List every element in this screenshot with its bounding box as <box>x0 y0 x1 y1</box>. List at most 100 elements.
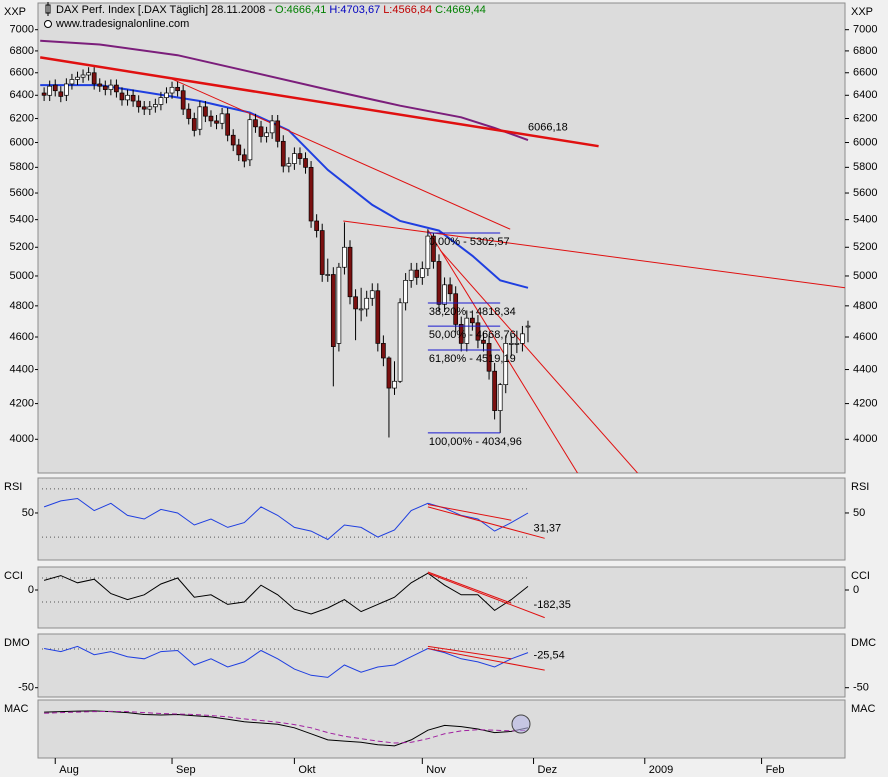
annotation: -182,35 <box>534 599 571 611</box>
fib-label: 0,00% - 5302,57 <box>429 236 510 248</box>
candle-body <box>514 343 520 345</box>
candle-body <box>520 333 525 344</box>
candle-body <box>97 83 103 87</box>
y-tick-label: 5600 <box>10 187 34 199</box>
candle-body <box>386 357 392 389</box>
candle-body <box>353 296 358 310</box>
panel-label-right: RSI <box>851 481 869 493</box>
candle-body <box>408 269 414 281</box>
series-line <box>43 572 529 615</box>
candle-body <box>403 280 408 304</box>
y-tick-label: 6600 <box>10 67 34 79</box>
panel <box>37 699 846 759</box>
y-tick-label-right: 0 <box>853 584 859 596</box>
y-tick-label-right: 4600 <box>853 331 877 343</box>
y-tick-label-right: 5000 <box>853 270 877 282</box>
candle-body <box>503 343 509 386</box>
candle-body <box>197 106 203 130</box>
chart-title: DAX Perf. Index [.DAX Täglich] 28.11.200… <box>56 4 486 16</box>
candle-body <box>191 118 197 131</box>
fib-label: 50,00% - 4668,76 <box>429 329 516 341</box>
y-tick-label-right: 5600 <box>853 187 877 199</box>
candle-body <box>431 235 436 262</box>
y-tick-label-right: 5400 <box>853 214 877 226</box>
y-tick-label-right: 4000 <box>853 433 877 445</box>
candle-body <box>64 83 69 96</box>
candle-body <box>214 120 219 124</box>
y-tick-label: 4200 <box>10 397 34 409</box>
candle-body <box>297 153 303 159</box>
panel-label-right: CCI <box>851 570 870 582</box>
candle-body <box>525 325 531 328</box>
candle-body <box>425 235 431 270</box>
title-text: DAX Perf. Index [.DAX Täglich] 28.11.200… <box>56 4 272 16</box>
series-line <box>343 220 845 289</box>
candle-body <box>241 154 247 162</box>
candle-body <box>253 119 258 128</box>
candle-body <box>364 297 370 310</box>
panel <box>37 633 846 698</box>
annotation: 6066,18 <box>528 121 568 133</box>
y-tick-label-right: 6800 <box>853 45 877 57</box>
panel <box>37 477 846 561</box>
candle-body <box>130 94 136 102</box>
candle-body <box>442 284 447 305</box>
candle-body <box>141 106 147 110</box>
plot-area <box>44 710 529 747</box>
series-line <box>427 648 545 671</box>
candle-body <box>375 290 381 344</box>
annotation: 31,37 <box>534 522 562 534</box>
candle-body <box>369 290 375 299</box>
candle-body <box>102 85 108 90</box>
panel <box>37 2 846 474</box>
candle-body <box>453 293 459 325</box>
series-line <box>40 39 529 142</box>
candle-body <box>236 144 242 156</box>
candle-body <box>180 90 186 110</box>
candle-body <box>169 86 175 94</box>
header-value: H:4703,67 <box>329 4 380 16</box>
fib-label: 100,00% - 4034,96 <box>429 436 522 448</box>
candle-body <box>436 261 442 305</box>
plot-area <box>42 488 545 541</box>
candle-body <box>52 84 58 92</box>
y-tick-label-right: 4200 <box>853 397 877 409</box>
x-tick-label: Sep <box>176 764 196 776</box>
candle-body <box>486 343 492 372</box>
candle-body <box>464 317 470 344</box>
candle-body <box>125 94 130 101</box>
y-tick-label: 6000 <box>10 136 34 148</box>
candle-body <box>492 370 497 411</box>
series-line <box>40 56 599 148</box>
candle-body <box>269 120 275 134</box>
candle-body <box>208 115 214 122</box>
panel-label: CCI <box>4 570 23 582</box>
candle-body <box>481 339 486 344</box>
y-tick-label: 5200 <box>10 241 34 253</box>
candle-body <box>292 153 297 164</box>
y-tick-label-right: 6000 <box>853 136 877 148</box>
candle-body <box>314 220 319 231</box>
candle-body <box>319 230 325 275</box>
candle-body <box>258 126 264 137</box>
header-value: L:4566,84 <box>383 4 432 16</box>
series-line <box>427 645 512 660</box>
highlight-marker <box>511 714 531 734</box>
annotation: -25,54 <box>534 649 565 661</box>
candle-body <box>47 85 53 96</box>
x-tick-label: 2009 <box>649 764 673 776</box>
y-tick-label-right: 50 <box>853 507 865 519</box>
candle-body <box>91 72 97 85</box>
candle-body <box>347 246 353 298</box>
series-line <box>427 571 512 604</box>
series-line <box>427 504 512 521</box>
y-tick-label: 6200 <box>10 112 34 124</box>
y-tick-label: 6400 <box>10 89 34 101</box>
series-line <box>427 230 578 473</box>
series-line <box>43 497 529 541</box>
series-line <box>44 645 529 678</box>
panel-label-right: MAC <box>851 703 876 715</box>
candle-body <box>219 113 225 124</box>
panel <box>37 566 846 629</box>
